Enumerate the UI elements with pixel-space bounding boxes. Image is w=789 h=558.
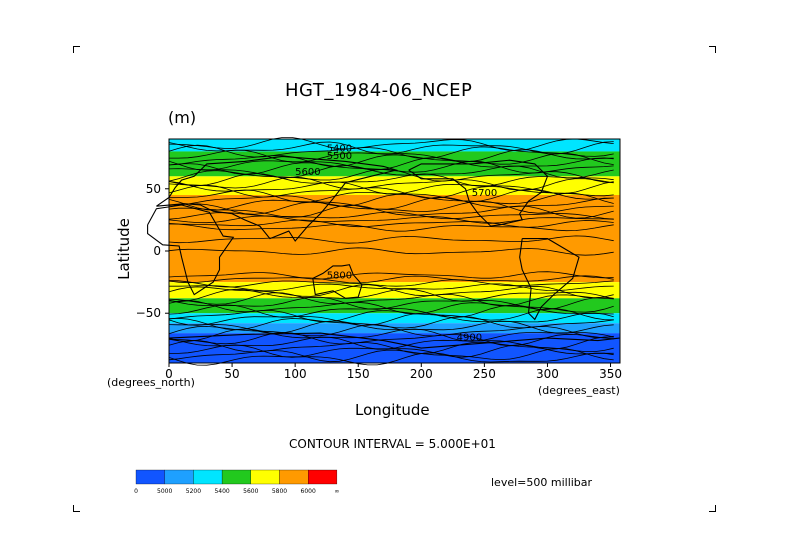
level-label: level=500 millibar	[491, 476, 593, 489]
x-tick-label-3: 150	[347, 367, 370, 381]
colorbar-swatch-1	[164, 469, 194, 485]
contour-line-38	[168, 324, 614, 339]
colorbar-swatch-6	[308, 469, 338, 485]
contour-line-25	[168, 275, 614, 284]
contour-line-30	[168, 292, 614, 307]
contour-line-37	[168, 320, 614, 334]
contour-line-39	[168, 328, 614, 342]
contour-line-23	[168, 247, 614, 256]
contour-line-15	[168, 196, 614, 211]
contour-line-9	[168, 172, 614, 187]
x-tick-label-0: 0	[165, 367, 173, 381]
x-tick-label-4: 200	[410, 367, 433, 381]
contour-line-17	[168, 204, 614, 219]
contour-line-28	[168, 284, 614, 299]
colorbar-swatch-0	[135, 469, 165, 485]
fill-band-6	[169, 313, 620, 324]
contour-line-4	[168, 152, 614, 167]
crop-mark-bottom-right	[709, 505, 716, 512]
australia-outline	[312, 264, 363, 299]
colorbar-swatch-5	[279, 469, 309, 485]
contour-line-19	[168, 215, 614, 224]
x-tick-label-6: 300	[536, 367, 559, 381]
chart-title: HGT_1984-06_NCEP	[285, 80, 473, 101]
contour-line-10	[168, 176, 614, 191]
south-america-outline	[519, 238, 580, 321]
colorbar-swatch-2	[193, 469, 223, 485]
contour-line-0	[168, 137, 614, 151]
contour-line-22	[168, 235, 614, 244]
africa-outline	[147, 204, 235, 296]
x-tick-label-7: 350	[599, 367, 622, 381]
contour-line-18	[168, 211, 614, 220]
crop-mark-top-right	[709, 46, 716, 53]
continent-outlines	[147, 155, 620, 349]
contour-line-2	[168, 144, 614, 160]
x-unit-label: (degrees_east)	[538, 384, 620, 397]
contour-line-24	[168, 271, 614, 280]
contour-label-1: 5500	[327, 151, 352, 162]
contour-line-13	[168, 188, 614, 203]
crop-mark-bottom-left	[73, 505, 80, 512]
colorbar-label-5: 5800	[272, 488, 287, 495]
colorbar-label-1: 5000	[157, 488, 172, 495]
x-tick-label-5: 250	[473, 367, 496, 381]
contour-line-43	[169, 344, 614, 358]
x-tick-label-1: 50	[224, 367, 239, 381]
y-tick-label-2: −50	[136, 306, 161, 320]
colorbar-swatch-3	[221, 469, 251, 485]
contour-line-27	[169, 283, 614, 292]
contour-line-16	[168, 200, 614, 215]
colorbar-label-7: ∞	[334, 488, 339, 495]
y-tick-label-0: 50	[146, 182, 161, 196]
y-axis-title: Latitude	[115, 218, 133, 280]
y-unit-label: (degrees_north)	[107, 376, 195, 389]
contour-label-5: 4900	[457, 333, 482, 344]
contour-line-5	[168, 157, 614, 171]
fill-band-5	[169, 298, 620, 314]
contour-line-20	[168, 219, 614, 228]
colorbar-label-6: 6000	[301, 488, 316, 495]
contour-line-12	[168, 184, 614, 199]
north-america-outline	[408, 159, 549, 227]
contour-line-35	[168, 312, 614, 326]
contour-label-4: 5800	[327, 270, 352, 281]
contour-line-14	[169, 192, 614, 207]
contour-line-7	[168, 165, 614, 179]
units-label: (m)	[168, 108, 197, 127]
crop-mark-top-left	[73, 46, 80, 53]
contour-label-2: 5600	[295, 167, 320, 178]
contour-line-45	[168, 352, 614, 366]
contour-label-3: 5700	[472, 188, 497, 199]
contour-line-44	[168, 347, 614, 363]
antarctica-outline	[168, 332, 620, 349]
y-tick-label-1: 0	[153, 244, 161, 258]
contour-label-0: 5400	[327, 143, 352, 154]
contour-interval-label: CONTOUR INTERVAL = 5.000E+01	[289, 437, 496, 451]
contour-line-26	[168, 279, 614, 288]
colorbar-label-3: 5400	[214, 488, 229, 495]
contour-line-40	[168, 331, 614, 347]
colorbar-swatch-4	[250, 469, 280, 485]
colorbar-label-4: 5600	[243, 488, 258, 495]
contour-line-8	[168, 168, 614, 183]
contour-lines	[168, 137, 614, 366]
fill-band-2	[169, 176, 620, 195]
contour-line-21	[168, 223, 614, 232]
colorbar-label-2: 5200	[186, 488, 201, 495]
eurasia-outline	[156, 155, 399, 242]
x-axis-title: Longitude	[355, 401, 430, 419]
fill-band-0	[169, 139, 620, 152]
contour-line-3	[169, 149, 614, 163]
contour-line-32	[168, 300, 614, 315]
contour-line-29	[168, 288, 614, 303]
x-tick-label-2: 100	[284, 367, 307, 381]
colorbar: 0 5000 5200 5400 5600 5800 6000 ∞	[134, 469, 339, 495]
colorbar-label-0: 0	[134, 488, 138, 495]
